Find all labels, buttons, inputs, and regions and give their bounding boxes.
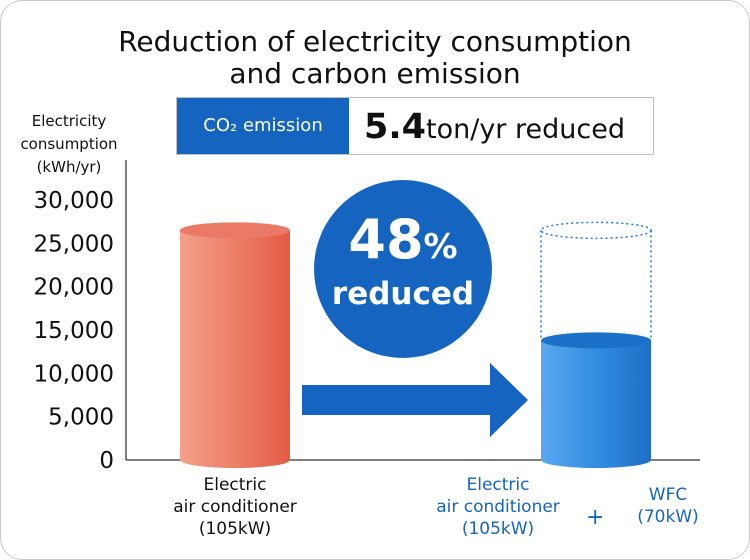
category-2-line-2: air conditioner xyxy=(436,497,560,517)
y-tick-label: 25,000 xyxy=(34,231,114,257)
reference-outline xyxy=(540,221,652,341)
y-tick-labels: 0 5,000 10,000 15,000 20,000 25,000 30,000 xyxy=(34,188,114,474)
bar-electric-air-conditioner-plus-wfc-top xyxy=(541,332,651,349)
y-tick-label: 15,000 xyxy=(34,318,114,344)
y-axis-label-line-2: consumption xyxy=(20,135,118,153)
reduction-text: reduced xyxy=(331,276,475,312)
co2-value-unit: ton/yr reduced xyxy=(426,114,625,145)
bar-electric-air-conditioner-top xyxy=(180,222,290,239)
category-1-line-1: Electric xyxy=(203,475,267,495)
y-tick-label: 20,000 xyxy=(34,275,114,301)
co2-emission-box: CO₂ emission 5.4ton/yr reduced xyxy=(176,97,654,155)
y-tick-label: 30,000 xyxy=(34,188,114,214)
title-line-1: Reduction of electricity consumption xyxy=(118,25,632,58)
bar-electric-air-conditioner-body xyxy=(180,230,290,468)
reduction-circle: 48% reduced xyxy=(314,180,492,358)
category-1-line-3: (105kW) xyxy=(198,519,272,539)
category-2-line-1: Electric xyxy=(466,475,530,495)
co2-emission-value: 5.4ton/yr reduced xyxy=(364,98,625,154)
category-2-line-3: (105kW) xyxy=(461,519,535,539)
bar-electric-air-conditioner-plus-wfc-body xyxy=(541,340,651,468)
bar-electric-air-conditioner xyxy=(180,222,290,468)
title-line-2: and carbon emission xyxy=(229,57,521,90)
y-tick-label: 5,000 xyxy=(48,405,114,431)
reference-outline-top xyxy=(540,221,652,240)
y-tick-label: 0 xyxy=(99,448,114,474)
reduction-arrow xyxy=(302,363,528,437)
wfc-line-2: (70kW) xyxy=(637,507,699,527)
co2-value-number: 5.4 xyxy=(364,107,427,147)
reduction-percent-sign: % xyxy=(423,227,458,267)
reduction-percent: 48% xyxy=(314,210,492,277)
category-label-2: Electric air conditioner (105kW) xyxy=(408,474,588,540)
y-tick-label: 10,000 xyxy=(34,361,114,387)
y-axis-label-line-3: (kWh/yr) xyxy=(36,158,102,176)
category-label-1: Electric air conditioner (105kW) xyxy=(150,474,320,540)
chart-title: Reduction of electricity consumption and… xyxy=(0,26,750,90)
y-axis-label: Electricity consumption (kWh/yr) xyxy=(14,110,124,179)
category-1-line-2: air conditioner xyxy=(173,497,297,517)
reduction-percent-number: 48 xyxy=(348,208,424,271)
plus-sign: + xyxy=(586,505,605,530)
y-axis-label-line-1: Electricity xyxy=(31,112,107,130)
co2-emission-label: CO₂ emission xyxy=(177,98,349,154)
bar-electric-air-conditioner-plus-wfc xyxy=(541,332,651,468)
category-label-wfc: WFC (70kW) xyxy=(618,484,718,528)
bars-group xyxy=(180,221,652,468)
wfc-line-1: WFC xyxy=(648,485,688,505)
